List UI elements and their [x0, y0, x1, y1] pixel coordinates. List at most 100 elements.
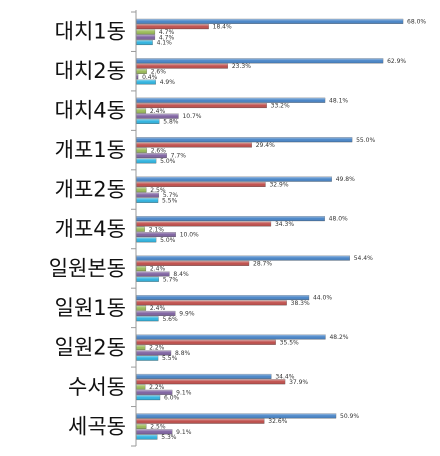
- bar-shade: [136, 40, 153, 45]
- category-label: 수서동: [68, 375, 126, 399]
- bar-shade: [136, 300, 287, 306]
- data-label: 5.6%: [162, 316, 178, 323]
- data-label: 10.7%: [182, 113, 201, 120]
- bar-shade: [136, 103, 267, 108]
- bar-shade: [136, 295, 309, 300]
- data-label: 44.0%: [313, 295, 332, 302]
- bar-shade: [136, 176, 332, 182]
- bar-shade: [136, 271, 170, 277]
- data-label: 5.7%: [163, 276, 179, 283]
- bar-shade: [136, 69, 147, 74]
- data-label: 18.4%: [213, 24, 232, 31]
- data-label: 2.6%: [151, 68, 167, 75]
- bar-shade: [136, 147, 147, 153]
- data-label: 4.9%: [160, 79, 176, 86]
- data-label: 6.0%: [164, 395, 180, 402]
- data-label: 7.7%: [171, 153, 187, 160]
- category-labels: 대치1동대치2동대치4동개포1동개포2동개포4동일원본동일원1동일원2동수서동세…: [49, 20, 126, 439]
- bar-shade: [136, 187, 147, 193]
- bar-shade: [136, 142, 252, 148]
- bar-shade: [136, 182, 266, 187]
- y-axis-ticks: [131, 11, 136, 447]
- bar-shade: [136, 232, 176, 237]
- data-label: 5.0%: [160, 237, 176, 244]
- data-label: 4.7%: [159, 34, 175, 41]
- bar-shade: [136, 216, 325, 221]
- data-label: 35.5%: [280, 339, 299, 346]
- data-label: 55.0%: [356, 137, 375, 144]
- category-label: 개포1동: [55, 138, 126, 162]
- data-label: 8.8%: [175, 350, 191, 357]
- category-label: 일원1동: [55, 296, 126, 320]
- category-label: 대치1동: [55, 20, 126, 44]
- data-label: 34.3%: [275, 221, 294, 228]
- bar-shade: [136, 389, 173, 395]
- data-label: 9.1%: [176, 389, 192, 396]
- bars: [136, 18, 404, 440]
- data-label: 4.1%: [157, 40, 173, 47]
- bar-shade: [136, 192, 159, 198]
- bar-shade: [136, 345, 146, 350]
- data-label: 32.6%: [268, 418, 287, 425]
- data-label: 8.4%: [173, 271, 189, 278]
- category-label: 개포4동: [55, 217, 126, 241]
- bar-shade: [136, 350, 171, 356]
- data-label: 29.4%: [256, 142, 275, 149]
- data-label: 54.4%: [354, 255, 373, 262]
- bar-shade: [136, 384, 146, 390]
- data-label: 5.0%: [160, 158, 176, 165]
- data-label: 5.3%: [161, 434, 177, 441]
- category-label: 일원본동: [49, 256, 126, 280]
- category-label: 세곡동: [68, 414, 126, 438]
- bar-shade: [136, 113, 179, 119]
- bar-shade: [136, 79, 156, 85]
- data-label: 9.9%: [179, 310, 195, 317]
- bar-shade: [136, 261, 250, 266]
- bar-shade: [136, 237, 157, 243]
- bar-shade: [136, 413, 337, 419]
- data-label: 48.0%: [329, 216, 348, 223]
- data-label: 37.9%: [289, 379, 308, 386]
- bar-shade: [136, 153, 167, 158]
- bar-shade: [136, 305, 146, 311]
- bar-shade: [136, 434, 158, 440]
- data-label: 2.4%: [150, 108, 166, 115]
- data-label: 5.5%: [162, 197, 178, 204]
- data-label: 2.5%: [150, 187, 166, 194]
- bar-shade: [136, 339, 276, 345]
- bar-shade: [136, 24, 209, 29]
- bar-shade: [136, 418, 265, 424]
- bar-shade: [136, 198, 159, 203]
- bar-shade: [136, 74, 139, 80]
- data-label: 28.7%: [253, 260, 272, 267]
- data-label: 38.3%: [291, 300, 310, 307]
- data-label: 23.3%: [232, 63, 251, 70]
- data-label: 2.4%: [150, 266, 166, 273]
- data-label: 32.9%: [269, 182, 288, 189]
- bar-shade: [136, 58, 384, 64]
- category-label: 대치2동: [55, 59, 126, 83]
- data-label: 4.7%: [159, 29, 175, 36]
- data-label: 34.4%: [275, 373, 294, 380]
- bar-shade: [136, 119, 160, 124]
- data-label: 2.1%: [149, 226, 165, 233]
- category-label: 개포2동: [55, 178, 126, 202]
- bar-shade: [136, 276, 159, 282]
- bar-shade: [136, 221, 271, 227]
- data-label: 62.9%: [387, 58, 406, 65]
- bar-shade: [136, 226, 145, 232]
- bar-shade: [136, 158, 157, 164]
- data-label: 33.2%: [271, 103, 290, 110]
- bar-shade: [136, 97, 326, 103]
- data-label: 50.9%: [340, 413, 359, 420]
- bar-shade: [136, 355, 159, 361]
- data-label: 2.4%: [150, 305, 166, 312]
- bar-shade: [136, 374, 272, 379]
- category-label: 대치4동: [55, 99, 126, 123]
- bar-shade: [136, 379, 286, 385]
- data-label: 48.2%: [329, 334, 348, 341]
- data-label: 68.0%: [407, 18, 426, 25]
- bar-shade: [136, 311, 176, 316]
- bar-shade: [136, 424, 147, 429]
- bar-shade: [136, 316, 159, 322]
